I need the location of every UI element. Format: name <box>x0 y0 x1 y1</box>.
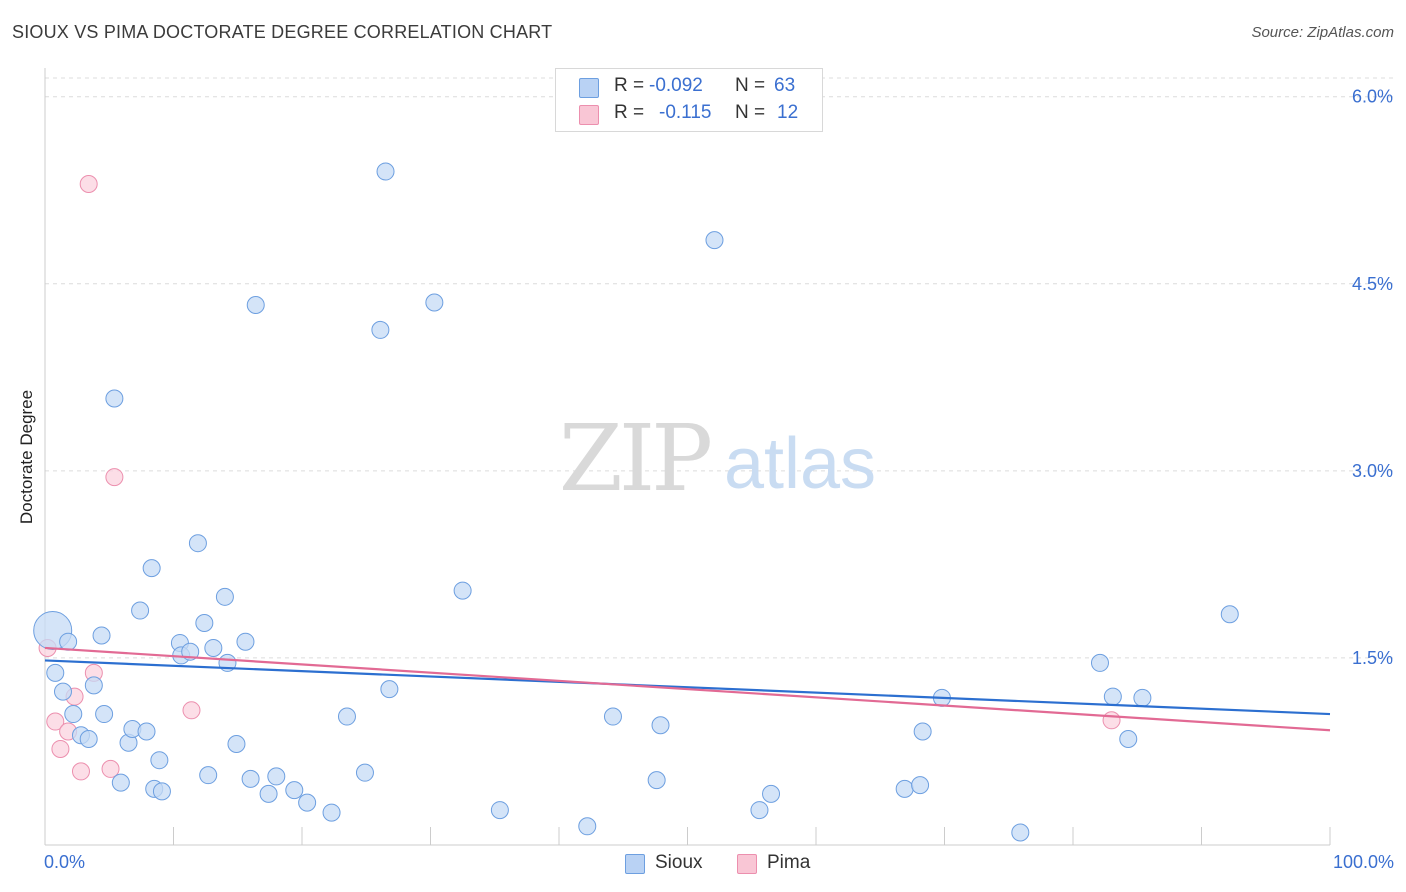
sioux-point[interactable] <box>376 162 395 181</box>
watermark-zip: ZIP <box>559 405 710 512</box>
sioux-point[interactable] <box>64 705 83 724</box>
sioux-point[interactable] <box>131 601 150 620</box>
sioux-point[interactable] <box>750 801 769 820</box>
sioux-point[interactable] <box>92 626 111 645</box>
bottom-legend: Sioux Pima <box>0 852 1406 878</box>
sioux-point[interactable] <box>204 638 223 657</box>
pima-trend-line <box>44 646 1331 732</box>
sioux-point[interactable] <box>111 773 130 792</box>
stats-pima-r-label: R = <box>614 102 645 123</box>
sioux-point[interactable] <box>298 793 317 812</box>
pima-swatch <box>579 105 599 125</box>
y-tick-label: 3.0% <box>1352 461 1393 481</box>
source-label: Source: ZipAtlas.com <box>1251 24 1394 41</box>
pima-point[interactable] <box>1102 711 1121 730</box>
y-tick-label: 6.0% <box>1352 87 1393 107</box>
sioux-point[interactable] <box>46 663 65 682</box>
sioux-point[interactable] <box>1103 687 1122 706</box>
sioux-point[interactable] <box>895 779 914 798</box>
sioux-point[interactable] <box>142 559 161 578</box>
sioux-point[interactable] <box>705 231 724 250</box>
sioux-point[interactable] <box>371 320 390 339</box>
sioux-point[interactable] <box>490 801 509 820</box>
pima-point[interactable] <box>182 701 201 720</box>
sioux-point[interactable] <box>453 581 472 600</box>
sioux-point[interactable] <box>84 676 103 695</box>
sioux-point[interactable] <box>1133 688 1152 707</box>
stats-pima-n-label: N = <box>735 102 766 123</box>
sioux-point[interactable] <box>322 803 341 822</box>
legend-swatch-sioux <box>625 854 645 874</box>
chart-title: SIOUX VS PIMA DOCTORATE DEGREE CORRELATI… <box>12 22 553 42</box>
sioux-point[interactable] <box>152 782 171 801</box>
sioux-point[interactable] <box>79 729 98 748</box>
stats-legend-box: R = -0.092 N = 63 R = -0.115 N = 12 <box>555 68 823 132</box>
sioux-point[interactable] <box>150 751 169 770</box>
sioux-point[interactable] <box>647 771 666 790</box>
grid-lines <box>45 77 1393 659</box>
sioux-point[interactable] <box>95 705 114 724</box>
sioux-point[interactable] <box>913 722 932 741</box>
sioux-point[interactable] <box>337 707 356 726</box>
pima-point[interactable] <box>79 175 98 194</box>
sioux-trend-line <box>44 659 1331 716</box>
sioux-point[interactable] <box>105 389 124 408</box>
sioux-point[interactable] <box>1119 729 1138 748</box>
watermark-atlas: atlas <box>724 424 876 504</box>
sioux-point[interactable] <box>137 722 156 741</box>
sioux-point[interactable] <box>1090 653 1109 672</box>
sioux-point[interactable] <box>236 632 255 651</box>
sioux-swatch <box>579 78 599 98</box>
y-tick-label: 4.5% <box>1352 274 1393 294</box>
sioux-point[interactable] <box>285 781 304 800</box>
y-tick-label: 1.5% <box>1352 648 1393 668</box>
trend-lines <box>44 646 1331 732</box>
legend-swatch-pima <box>737 854 757 874</box>
stats-sioux-r-value: -0.092 <box>649 75 703 96</box>
sioux-point[interactable] <box>425 293 444 312</box>
sioux-point[interactable] <box>380 680 399 699</box>
stats-sioux-n-label: N = <box>735 75 766 96</box>
sioux-point[interactable] <box>199 766 218 785</box>
sioux-point[interactable] <box>53 682 72 701</box>
stats-pima-n-value: 12 <box>777 102 799 123</box>
sioux-point[interactable] <box>188 534 207 553</box>
legend-label-sioux: Sioux <box>655 852 703 873</box>
sioux-point[interactable] <box>246 295 265 314</box>
sioux-point[interactable] <box>215 587 234 606</box>
sioux-point[interactable] <box>603 707 622 726</box>
x-tick-label-max: 100.0% <box>1332 852 1394 872</box>
sioux-point[interactable] <box>355 763 374 782</box>
stats-pima-r-value: -0.115 <box>659 102 712 123</box>
stats-sioux-n-value: 63 <box>774 75 796 96</box>
sioux-point[interactable] <box>578 817 597 836</box>
sioux-point[interactable] <box>195 614 214 633</box>
sioux-point[interactable] <box>1011 823 1030 842</box>
pima-point[interactable] <box>101 759 120 778</box>
sioux-point[interactable] <box>259 784 278 803</box>
watermark: ZIP atlas <box>559 405 876 512</box>
stats-sioux-r-label: R = <box>614 75 645 96</box>
sioux-point[interactable] <box>267 767 286 786</box>
sioux-point[interactable] <box>762 784 781 803</box>
y-tick-labels: 1.5% 3.0% 4.5% 6.0% <box>1352 87 1393 668</box>
pima-point[interactable] <box>71 762 90 781</box>
sioux-point[interactable] <box>911 776 930 795</box>
x-tick-label-min: 0.0% <box>44 852 86 872</box>
pima-point[interactable] <box>105 468 124 487</box>
sioux-point[interactable] <box>241 769 260 788</box>
sioux-point[interactable] <box>227 734 246 753</box>
sioux-point[interactable] <box>59 632 78 651</box>
sioux-point[interactable] <box>1220 605 1239 624</box>
pima-point[interactable] <box>51 739 70 758</box>
pima-point[interactable] <box>46 712 65 731</box>
sioux-point[interactable] <box>651 716 670 735</box>
x-axis <box>44 68 1331 846</box>
legend-label-pima: Pima <box>767 852 811 873</box>
sioux-points <box>33 162 1239 842</box>
